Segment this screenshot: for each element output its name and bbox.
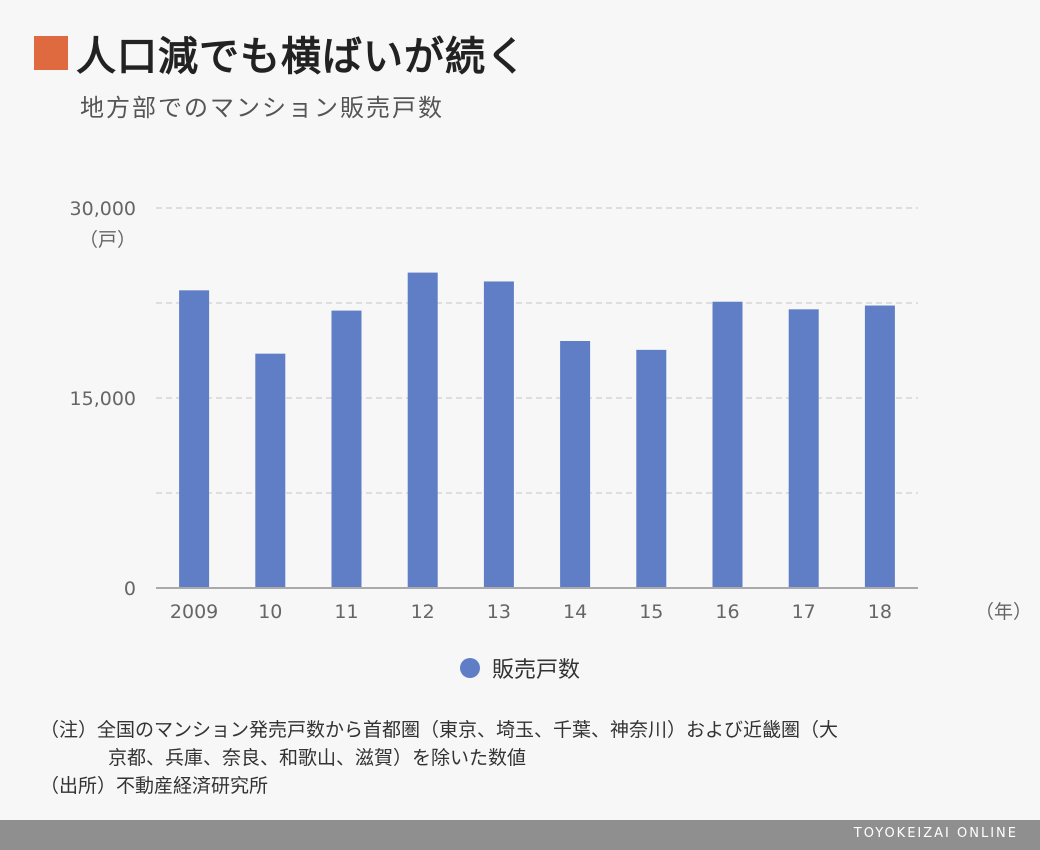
bar <box>407 272 438 588</box>
x-tick-label: 18 <box>868 601 892 623</box>
x-tick-label: 10 <box>258 601 282 623</box>
x-tick-label: 12 <box>411 601 435 623</box>
source-line: （出所）不動産経済研究所 <box>40 775 269 797</box>
x-unit-label: （年） <box>975 601 1032 623</box>
bar <box>483 281 514 588</box>
x-tick-label: 15 <box>639 601 663 623</box>
y-unit-label: （戸） <box>79 229 136 251</box>
x-tick-label: 13 <box>487 601 511 623</box>
y-tick-label: 15,000 <box>70 388 136 410</box>
x-tick-label: 14 <box>563 601 587 623</box>
title-accent-square <box>34 36 68 70</box>
legend: 販売戸数 <box>460 652 580 684</box>
bar <box>179 290 210 588</box>
bar <box>560 341 591 588</box>
title-row: 人口減でも横ばいが続く <box>34 24 527 82</box>
note-line-2: 京都、兵庫、奈良、和歌山、滋賀）を除いた数値 <box>108 747 527 769</box>
bar-chart: 0 15,000 30,000 （戸） 2009 10 11 12 13 14 15 16 17 18 （年… <box>70 198 1032 623</box>
bar <box>788 309 819 588</box>
note-line-1: （注）全国のマンション発売戸数から首都圏（東京、埼玉、千葉、神奈川）および近畿圏… <box>40 719 839 741</box>
chart-subtitle: 地方部でのマンション販売戸数 <box>80 94 444 122</box>
x-tick-label: 2009 <box>170 601 218 623</box>
footer-bar: TOYOKEIZAI ONLINE <box>0 820 1040 850</box>
bar <box>331 310 362 588</box>
bar <box>864 305 895 588</box>
legend-label: 販売戸数 <box>492 658 581 683</box>
legend-swatch <box>460 658 480 678</box>
x-tick-label: 11 <box>334 601 358 623</box>
x-tick-label: 16 <box>715 601 739 623</box>
bar <box>712 301 743 588</box>
notes: （注）全国のマンション発売戸数から首都圏（東京、埼玉、千葉、神奈川）および近畿圏… <box>40 716 1040 800</box>
chart-title: 人口減でも横ばいが続く <box>76 34 527 80</box>
x-tick-label: 17 <box>792 601 816 623</box>
footer-brand: TOYOKEIZAI ONLINE <box>853 826 1018 841</box>
y-tick-label: 30,000 <box>70 198 136 220</box>
bar <box>636 349 667 588</box>
y-tick-label: 0 <box>124 578 136 600</box>
bar <box>255 353 286 588</box>
